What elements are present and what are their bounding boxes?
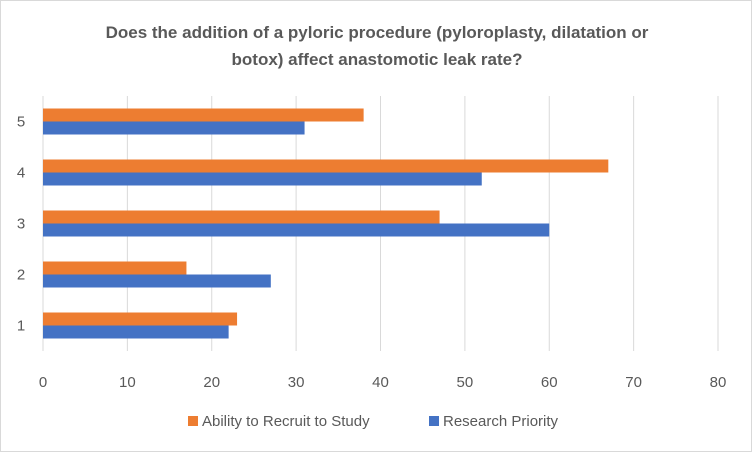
- y-tick-label-1: 1: [17, 318, 25, 335]
- bar-ability-3: [43, 210, 440, 224]
- chart-title-line-1: Does the addition of a pyloric procedure…: [106, 23, 649, 42]
- legend-research-priority-label: Research Priority: [443, 413, 559, 430]
- x-tick-label-50: 50: [457, 374, 474, 391]
- legend-ability-to-recruit-swatch: [188, 416, 198, 426]
- bar-research-1: [43, 325, 229, 339]
- x-tick-label-10: 10: [119, 374, 136, 391]
- y-tick-label-4: 4: [17, 165, 25, 182]
- bar-ability-5: [43, 108, 364, 122]
- bar-ability-2: [43, 261, 187, 275]
- bar-research-2: [43, 274, 271, 288]
- bars: [43, 108, 609, 339]
- x-tick-label-70: 70: [625, 374, 642, 391]
- y-tick-label-5: 5: [17, 114, 25, 131]
- x-tick-label-60: 60: [541, 374, 558, 391]
- legend-ability-to-recruit-label: Ability to Recruit to Study: [202, 413, 370, 430]
- bar-research-4: [43, 172, 482, 186]
- y-axis-ticks: 1 2 3 4 5: [17, 114, 25, 335]
- x-tick-label-40: 40: [372, 374, 389, 391]
- chart-title-line-2: botox) affect anastomotic leak rate?: [232, 50, 523, 69]
- x-axis-ticks: 0 10 20 30 40 50 60 70 80: [39, 374, 727, 391]
- bar-research-3: [43, 223, 550, 237]
- x-tick-label-80: 80: [710, 374, 727, 391]
- x-tick-label-0: 0: [39, 374, 47, 391]
- legend-research-priority-swatch: [429, 416, 439, 426]
- legend: Ability to Recruit to Study Research Prio…: [188, 413, 559, 430]
- bar-ability-4: [43, 159, 609, 173]
- x-tick-label-20: 20: [203, 374, 220, 391]
- bar-ability-1: [43, 312, 238, 326]
- x-tick-label-30: 30: [288, 374, 305, 391]
- y-tick-label-3: 3: [17, 216, 25, 233]
- bar-research-5: [43, 121, 305, 135]
- y-tick-label-2: 2: [17, 267, 25, 284]
